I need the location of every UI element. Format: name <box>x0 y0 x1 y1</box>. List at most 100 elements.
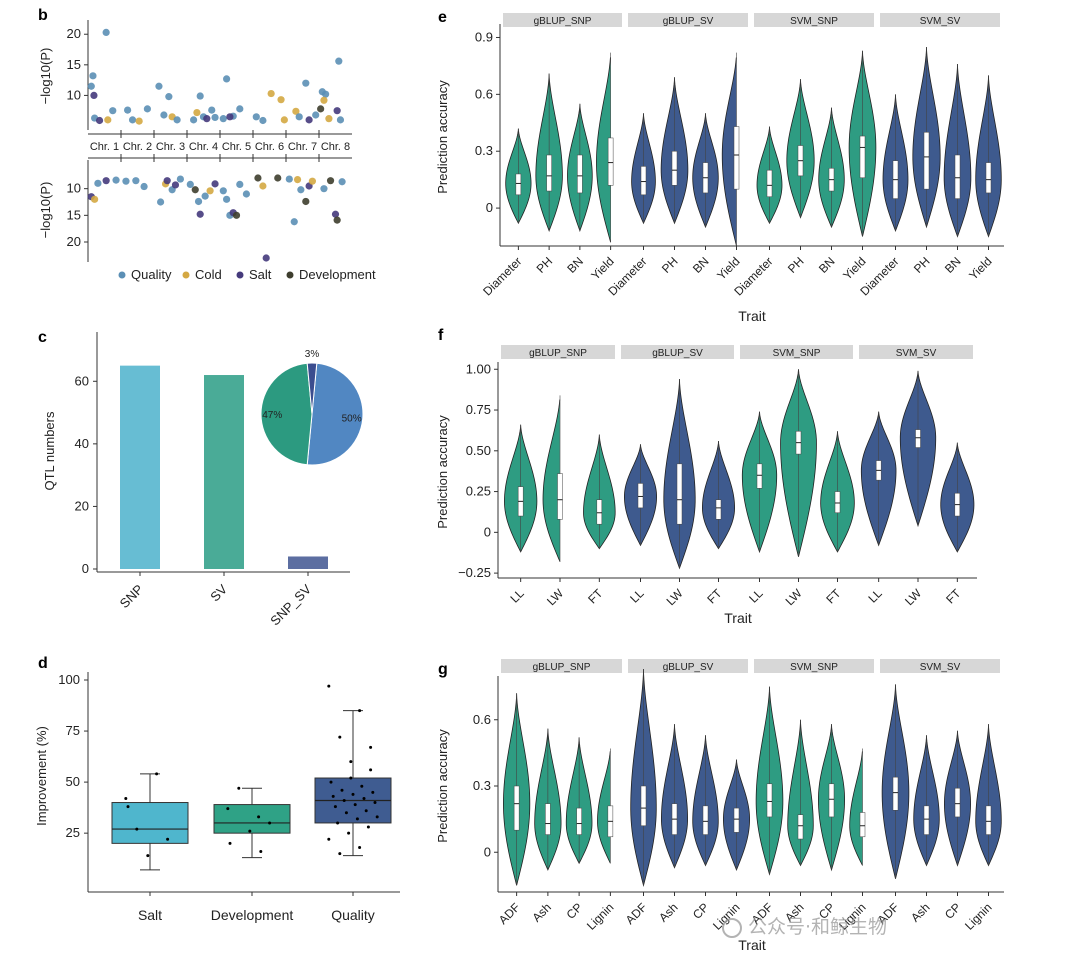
g-xlabel: Trait <box>738 937 766 953</box>
f-facet-strip <box>740 345 853 359</box>
f-ytick-label: 0.75 <box>466 402 491 417</box>
b-bottom-point <box>302 197 310 206</box>
b-bottom-point <box>157 198 165 206</box>
b-top-point <box>87 82 95 90</box>
b-bottom-ylabel: −log10(P) <box>38 182 53 239</box>
d-ytick-label: 75 <box>66 723 80 738</box>
b-bottom-point <box>254 174 262 182</box>
b-legend-label: Salt <box>249 267 272 282</box>
d-point <box>336 821 340 825</box>
d-ytick-label: 25 <box>66 825 80 840</box>
d-ylabel: Improvement (%) <box>34 726 49 826</box>
f-ytick-label: 0.25 <box>466 484 491 499</box>
b-bottom-point <box>196 210 204 218</box>
b-top-point <box>292 107 300 115</box>
e-violin-box <box>985 162 992 194</box>
d-point <box>360 784 364 788</box>
b-top-point <box>203 115 211 123</box>
b-bottom-point <box>223 195 231 203</box>
e-xtick-label: Yield <box>966 254 994 282</box>
d-point <box>257 815 261 819</box>
e-xtick-label: Yield <box>714 254 742 282</box>
e-xtick-label: PH <box>659 254 681 276</box>
e-xtick-label: Yield <box>588 254 616 282</box>
f-violin <box>542 399 561 562</box>
g-violin-box <box>828 783 835 818</box>
d-point <box>358 709 362 713</box>
g-violin-box <box>702 805 709 835</box>
g-violin-box <box>954 787 961 818</box>
b-top-point <box>259 116 267 125</box>
g-xtick-label: Ash <box>656 900 681 925</box>
d-point <box>375 815 379 819</box>
d-point <box>338 852 342 856</box>
b-bottom-point <box>211 180 219 188</box>
e-facet-strip <box>880 13 1000 27</box>
e-violin <box>721 57 737 247</box>
e-ytick-label: 0 <box>486 200 493 215</box>
wechat-icon <box>722 917 742 938</box>
b-bottom-point <box>331 210 340 218</box>
b-top-point <box>89 72 97 80</box>
e-violin-box <box>640 166 647 196</box>
b-top-point <box>95 116 104 125</box>
b-chromosome-label: Chr. 5 <box>222 141 251 153</box>
b-top-point <box>295 113 303 121</box>
d-point <box>228 841 232 845</box>
b-top-point <box>193 108 201 117</box>
d-point <box>349 760 353 764</box>
b-top-point <box>336 116 345 124</box>
d-point <box>340 788 344 792</box>
b-bottom-point <box>326 177 335 185</box>
f-facet-label: gBLUP_SV <box>652 348 703 359</box>
e-violin-box <box>546 154 552 192</box>
f-xtick-label: LL <box>507 586 527 606</box>
g-violin-box <box>766 783 773 818</box>
e-facet-label: gBLUP_SNP <box>534 16 592 27</box>
b-top-point <box>226 113 234 121</box>
c-pie-label: 50% <box>342 414 362 425</box>
g-violin-box <box>640 785 647 826</box>
f-facet-strip <box>621 345 734 359</box>
b-top-point <box>190 116 198 124</box>
b-chromosome-label: Chr. 4 <box>189 141 218 153</box>
f-xtick-label: LW <box>544 586 566 608</box>
b-top-point <box>124 106 132 114</box>
g-violin-box <box>513 785 520 831</box>
g-facet-strip <box>754 659 874 673</box>
f-facet-label: SVM_SNP <box>773 348 821 359</box>
d-point <box>248 829 252 833</box>
e-violin <box>596 57 612 243</box>
panel-letter-f: f <box>438 327 444 344</box>
b-bottom-point <box>186 180 194 188</box>
d-point <box>135 827 139 831</box>
f-violin-box <box>676 463 683 525</box>
b-bottom-point <box>274 174 282 182</box>
d-point <box>268 821 272 825</box>
c-ytick-label: 20 <box>75 498 89 513</box>
b-legend-label: Cold <box>195 267 222 282</box>
c-pie-slice <box>260 362 313 466</box>
d-point <box>327 837 331 841</box>
b-bottom-point <box>236 180 244 188</box>
e-violin-box <box>607 137 614 186</box>
b-bottom-point <box>194 197 203 206</box>
b-bottom-point <box>290 218 298 226</box>
e-ytick-label: 0.9 <box>475 29 493 44</box>
d-point <box>338 735 342 739</box>
f-facet-label: SVM_SV <box>896 348 937 359</box>
d-point <box>364 809 368 813</box>
b-bottom-point <box>333 216 341 224</box>
e-violin-box <box>577 154 583 194</box>
g-violin <box>849 751 863 866</box>
b-top-point <box>102 28 110 36</box>
b-bottom-point <box>242 190 250 198</box>
f-xtick-label: LL <box>746 586 766 606</box>
g-violin-box <box>576 807 582 835</box>
b-legend-label: Development <box>299 267 376 282</box>
b-top-point <box>252 113 260 121</box>
d-point <box>366 825 370 829</box>
f-ytick-label: −0.25 <box>458 565 491 580</box>
b-bottom-point <box>201 192 209 200</box>
c-ylabel: QTL numbers <box>42 411 57 490</box>
